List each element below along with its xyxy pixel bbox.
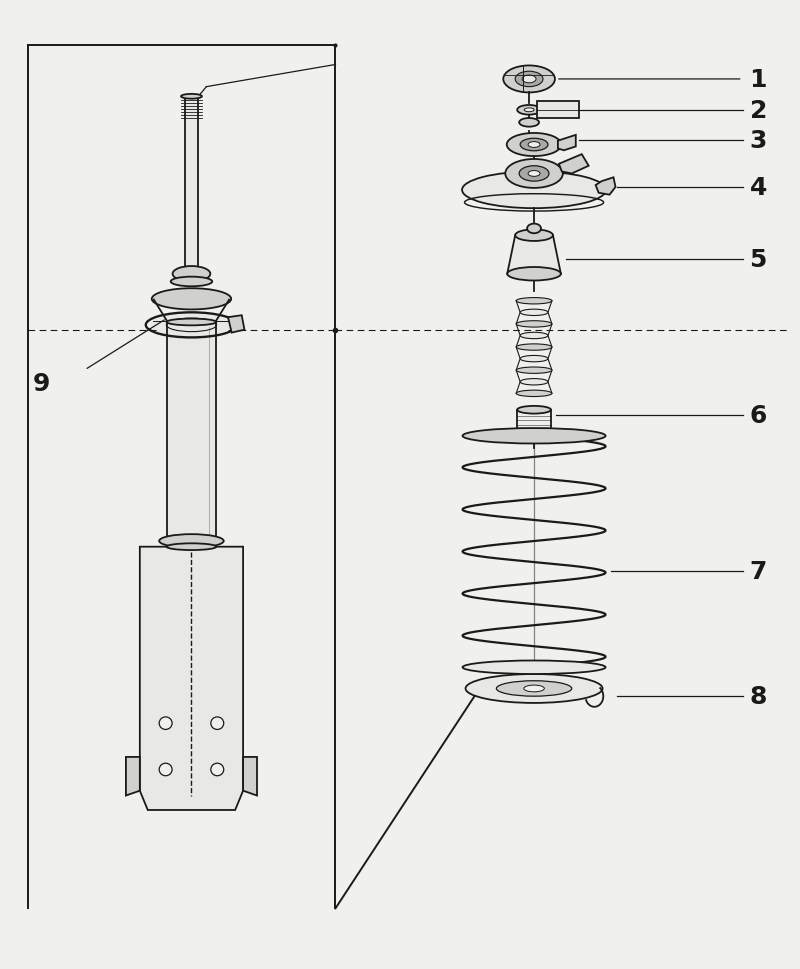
Bar xyxy=(185,99,198,272)
Text: 8: 8 xyxy=(750,684,767,708)
Polygon shape xyxy=(126,757,140,796)
Circle shape xyxy=(159,764,172,776)
Circle shape xyxy=(211,717,224,730)
Ellipse shape xyxy=(181,95,202,100)
Ellipse shape xyxy=(519,119,539,128)
Ellipse shape xyxy=(462,428,606,444)
Polygon shape xyxy=(558,136,576,151)
Ellipse shape xyxy=(516,391,552,397)
Ellipse shape xyxy=(520,310,548,316)
Text: 2: 2 xyxy=(750,99,767,123)
Ellipse shape xyxy=(528,142,540,148)
Ellipse shape xyxy=(466,674,602,703)
Ellipse shape xyxy=(522,76,536,83)
Text: 5: 5 xyxy=(750,248,767,272)
Ellipse shape xyxy=(506,134,562,157)
Ellipse shape xyxy=(173,266,210,282)
Ellipse shape xyxy=(517,406,551,414)
Ellipse shape xyxy=(515,72,543,87)
Polygon shape xyxy=(228,316,245,333)
Ellipse shape xyxy=(170,277,212,287)
Ellipse shape xyxy=(519,167,549,182)
Circle shape xyxy=(159,717,172,730)
Ellipse shape xyxy=(517,106,541,115)
Circle shape xyxy=(211,764,224,776)
Ellipse shape xyxy=(506,160,563,189)
Ellipse shape xyxy=(516,367,552,374)
Text: 9: 9 xyxy=(33,371,50,395)
Ellipse shape xyxy=(520,333,548,339)
Ellipse shape xyxy=(496,681,572,697)
Ellipse shape xyxy=(515,231,553,241)
Bar xyxy=(166,323,216,547)
Ellipse shape xyxy=(516,298,552,304)
Ellipse shape xyxy=(520,356,548,362)
Ellipse shape xyxy=(528,172,540,177)
Ellipse shape xyxy=(150,315,233,336)
Polygon shape xyxy=(596,178,615,196)
Ellipse shape xyxy=(520,140,548,151)
Ellipse shape xyxy=(159,535,224,548)
Polygon shape xyxy=(507,235,561,274)
Ellipse shape xyxy=(462,172,606,209)
Ellipse shape xyxy=(524,109,534,112)
Polygon shape xyxy=(140,547,243,810)
Text: 6: 6 xyxy=(750,403,767,427)
Ellipse shape xyxy=(503,66,555,93)
Ellipse shape xyxy=(462,661,606,674)
Polygon shape xyxy=(243,757,257,796)
Text: 7: 7 xyxy=(750,559,767,583)
Ellipse shape xyxy=(507,267,561,281)
Ellipse shape xyxy=(152,289,231,310)
Ellipse shape xyxy=(516,322,552,328)
Ellipse shape xyxy=(520,379,548,386)
Bar xyxy=(537,102,578,119)
Ellipse shape xyxy=(527,225,541,234)
Ellipse shape xyxy=(166,544,216,550)
Ellipse shape xyxy=(524,685,544,692)
Text: 1: 1 xyxy=(750,68,767,92)
Text: 3: 3 xyxy=(750,129,767,152)
Ellipse shape xyxy=(516,345,552,351)
Text: 4: 4 xyxy=(750,175,767,200)
Polygon shape xyxy=(559,155,589,174)
Ellipse shape xyxy=(514,429,554,439)
Ellipse shape xyxy=(166,319,216,326)
